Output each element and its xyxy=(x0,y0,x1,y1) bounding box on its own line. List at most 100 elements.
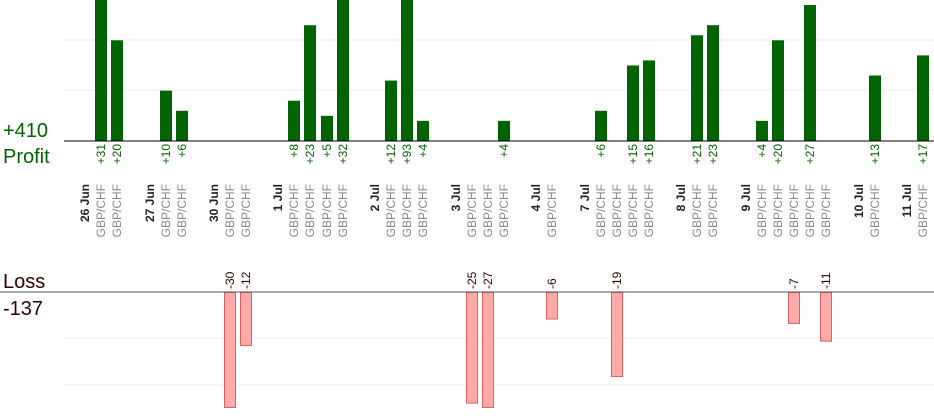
day-labels: 26 Jun GBP/CHF GBP/CHF 27 Jun GBP/CHF GBP/CHF… xyxy=(78,184,930,237)
profit-bar-label: +17 xyxy=(916,144,930,165)
pair-label: GBP/CHF xyxy=(465,184,479,237)
loss-bar[interactable] xyxy=(224,292,236,408)
profit-bar-label: +15 xyxy=(626,144,640,165)
pair-label: GBP/CHF xyxy=(239,184,253,237)
pair-label: GBP/CHF xyxy=(626,184,640,237)
profit-bar[interactable] xyxy=(804,5,816,141)
profit-bar-label: +20 xyxy=(110,144,124,165)
date-label: 9 Jul xyxy=(739,184,753,211)
pair-label: GBP/CHF xyxy=(336,184,350,237)
profit-bar[interactable] xyxy=(321,115,333,141)
profit-total: +410 xyxy=(3,120,48,142)
pair-label: GBP/CHF xyxy=(416,184,430,237)
loss-bar[interactable] xyxy=(820,292,832,342)
profit-value-labels: +31 +20 +10 +6 +8 +23 +5 +32 +12 +93 +4 +4 +6 +15 +16 +… xyxy=(94,144,930,165)
loss-bar-label: -30 xyxy=(223,271,237,289)
profit-bar-label: +6 xyxy=(594,144,608,158)
profit-bar-label: +23 xyxy=(303,144,317,165)
loss-bar[interactable] xyxy=(466,292,478,404)
loss-bar-label: -27 xyxy=(481,271,495,289)
profit-bar[interactable] xyxy=(176,110,188,141)
pair-label: GBP/CHF xyxy=(175,184,189,237)
loss-bar-label: -6 xyxy=(545,278,559,289)
profit-bar-label: +8 xyxy=(287,144,301,158)
pair-label: GBP/CHF xyxy=(690,184,704,237)
pair-label: GBP/CHF xyxy=(110,184,124,237)
profit-bar-label: +27 xyxy=(803,144,817,165)
date-label: 10 Jul xyxy=(852,184,866,218)
profit-bar[interactable] xyxy=(869,75,881,141)
loss-bar[interactable] xyxy=(546,292,558,320)
profit-bar[interactable] xyxy=(385,80,397,141)
pair-label: GBP/CHF xyxy=(819,184,833,237)
pair-label: GBP/CHF xyxy=(545,184,559,237)
loss-title: Loss xyxy=(3,271,45,293)
profit-bar[interactable] xyxy=(337,0,349,141)
pair-label: GBP/CHF xyxy=(497,184,511,237)
pair-label: GBP/CHF xyxy=(610,184,624,237)
date-label: 30 Jun xyxy=(207,184,221,222)
profit-bar[interactable] xyxy=(288,100,300,141)
date-label: 3 Jul xyxy=(449,184,463,211)
profit-bar[interactable] xyxy=(401,0,413,141)
profit-bar-label: +4 xyxy=(416,144,430,158)
profit-bar[interactable] xyxy=(498,120,510,141)
profit-bar-label: +4 xyxy=(755,144,769,158)
date-label: 2 Jul xyxy=(368,184,382,211)
pair-label: GBP/CHF xyxy=(594,184,608,237)
profit-bar[interactable] xyxy=(643,60,655,141)
profit-bar[interactable] xyxy=(95,0,107,141)
loss-bars xyxy=(224,292,832,408)
profit-bar[interactable] xyxy=(691,35,703,141)
date-label: 8 Jul xyxy=(674,184,688,211)
pair-label: GBP/CHF xyxy=(771,184,785,237)
pair-label: GBP/CHF xyxy=(94,184,108,237)
pair-label: GBP/CHF xyxy=(803,184,817,237)
profit-bar-label: +4 xyxy=(497,144,511,158)
date-label: 4 Jul xyxy=(529,184,543,211)
profit-bar-label: +21 xyxy=(690,144,704,165)
date-label: 11 Jul xyxy=(900,184,914,217)
profit-bar[interactable] xyxy=(595,110,607,141)
profit-bar-label: +16 xyxy=(642,144,656,165)
pair-label: GBP/CHF xyxy=(400,184,414,237)
gridlines xyxy=(64,39,934,386)
profit-bar[interactable] xyxy=(160,90,172,141)
loss-bar-label: -7 xyxy=(787,278,801,289)
loss-bar[interactable] xyxy=(611,292,623,378)
pair-label: GBP/CHF xyxy=(706,184,720,237)
loss-bar-label: -11 xyxy=(819,272,833,289)
profit-bar[interactable] xyxy=(707,25,719,141)
loss-bar[interactable] xyxy=(240,292,252,347)
profit-bar[interactable] xyxy=(417,120,429,141)
pair-label: GBP/CHF xyxy=(916,184,930,237)
profit-bar-label: +12 xyxy=(384,144,398,165)
pair-label: GBP/CHF xyxy=(223,184,237,237)
profit-bar[interactable] xyxy=(917,55,929,142)
loss-bar[interactable] xyxy=(788,292,800,324)
profit-bar-label: +20 xyxy=(771,144,785,165)
profit-title: Profit xyxy=(3,146,50,168)
profit-bar[interactable] xyxy=(111,40,123,141)
profit-bar-label: +13 xyxy=(868,144,882,165)
pair-label: GBP/CHF xyxy=(755,184,769,237)
loss-bar[interactable] xyxy=(482,292,494,408)
date-label: 7 Jul xyxy=(578,184,592,211)
profit-bar-label: +10 xyxy=(159,144,173,165)
pair-label: GBP/CHF xyxy=(642,184,656,237)
profit-bar-label: +32 xyxy=(336,144,350,165)
profit-bar[interactable] xyxy=(304,25,316,141)
loss-value-labels: -30 -12 -25 -27 -6 -19 -7 -11 xyxy=(223,271,833,289)
profit-bar-label: +23 xyxy=(706,144,720,165)
profit-bar[interactable] xyxy=(756,120,768,141)
loss-bar-label: -12 xyxy=(239,271,253,289)
loss-total: -137 xyxy=(3,298,43,320)
loss-bar-label: -19 xyxy=(610,271,624,289)
profit-bar[interactable] xyxy=(627,65,639,141)
profit-bar-label: +5 xyxy=(320,144,334,158)
pair-label: GBP/CHF xyxy=(159,184,173,237)
pair-label: GBP/CHF xyxy=(303,184,317,237)
loss-bar-label: -25 xyxy=(465,271,479,289)
profit-bar[interactable] xyxy=(772,40,784,141)
